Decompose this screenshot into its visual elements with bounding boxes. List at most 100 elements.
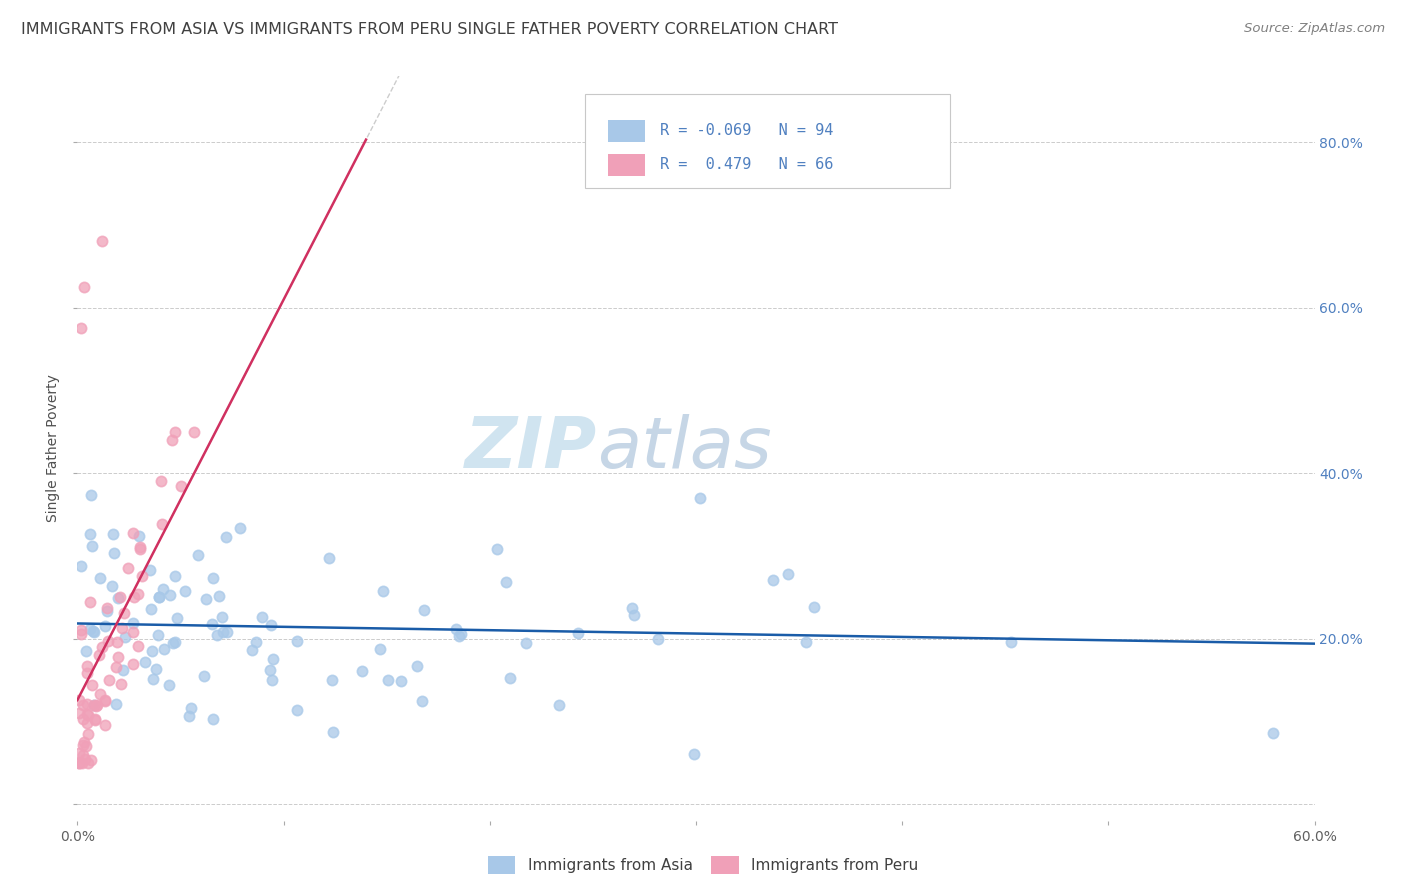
Point bbox=[86, 698, 108, 712]
Point bbox=[567, 626, 589, 640]
Point bbox=[377, 673, 399, 687]
Point bbox=[207, 628, 229, 642]
Point bbox=[240, 642, 263, 657]
Point bbox=[105, 697, 128, 711]
Point bbox=[165, 425, 187, 439]
Point bbox=[93, 693, 115, 707]
Point bbox=[76, 715, 98, 730]
Point bbox=[689, 491, 711, 505]
Point bbox=[322, 725, 344, 739]
Point bbox=[72, 756, 94, 770]
Point bbox=[495, 574, 517, 589]
Point bbox=[287, 703, 309, 717]
Point bbox=[105, 635, 128, 649]
Point bbox=[776, 567, 799, 582]
Point bbox=[215, 530, 238, 544]
Point bbox=[117, 561, 139, 575]
Point bbox=[87, 648, 110, 662]
Text: R = -0.069   N = 94: R = -0.069 N = 94 bbox=[659, 123, 834, 138]
Point bbox=[134, 655, 156, 669]
Point bbox=[89, 687, 111, 701]
Point bbox=[98, 673, 121, 688]
Point bbox=[179, 700, 201, 714]
Point bbox=[620, 601, 643, 615]
Point bbox=[202, 712, 225, 726]
Point bbox=[122, 525, 145, 540]
Point bbox=[623, 607, 645, 622]
Point bbox=[183, 425, 205, 439]
Point bbox=[207, 589, 229, 603]
Point bbox=[72, 698, 94, 713]
Point bbox=[83, 624, 105, 639]
Point bbox=[150, 474, 173, 488]
Point bbox=[76, 659, 98, 673]
Point bbox=[159, 588, 181, 602]
Text: IMMIGRANTS FROM ASIA VS IMMIGRANTS FROM PERU SINGLE FATHER POVERTY CORRELATION C: IMMIGRANTS FROM ASIA VS IMMIGRANTS FROM … bbox=[21, 22, 838, 37]
Point bbox=[96, 601, 118, 615]
Point bbox=[803, 599, 825, 614]
Point bbox=[193, 669, 215, 683]
Point bbox=[79, 594, 101, 608]
Point bbox=[91, 640, 114, 654]
Point bbox=[450, 627, 472, 641]
Point bbox=[139, 602, 162, 616]
Point bbox=[94, 619, 117, 633]
Point bbox=[148, 591, 170, 605]
Point bbox=[83, 698, 105, 713]
Point bbox=[1263, 726, 1285, 740]
Point bbox=[406, 658, 429, 673]
Point bbox=[122, 590, 145, 604]
Point bbox=[84, 712, 107, 726]
Point bbox=[166, 611, 188, 625]
Point bbox=[107, 591, 129, 606]
Point bbox=[250, 610, 273, 624]
Point bbox=[515, 636, 537, 650]
Point bbox=[169, 479, 191, 493]
Point bbox=[77, 708, 100, 723]
Point bbox=[111, 621, 134, 635]
Point bbox=[110, 677, 132, 691]
Point bbox=[72, 748, 94, 763]
Point bbox=[107, 650, 129, 665]
Point bbox=[103, 546, 125, 560]
Point bbox=[174, 584, 197, 599]
Point bbox=[373, 583, 395, 598]
Point bbox=[449, 629, 471, 643]
Point bbox=[79, 622, 101, 636]
Point bbox=[444, 623, 467, 637]
Point bbox=[413, 603, 436, 617]
Point bbox=[112, 663, 135, 677]
Point bbox=[70, 558, 93, 573]
Y-axis label: Single Father Poverty: Single Father Poverty bbox=[46, 375, 60, 522]
Point bbox=[179, 709, 201, 723]
Point bbox=[352, 665, 374, 679]
Point bbox=[498, 671, 520, 685]
Point bbox=[141, 673, 163, 687]
Point bbox=[101, 527, 124, 541]
Point bbox=[145, 662, 167, 676]
Point bbox=[146, 628, 169, 642]
Point bbox=[215, 625, 238, 640]
Point bbox=[79, 527, 101, 541]
Point bbox=[75, 739, 97, 754]
Point bbox=[80, 539, 103, 553]
Point bbox=[70, 321, 93, 335]
Point bbox=[368, 641, 391, 656]
Point bbox=[73, 735, 96, 749]
Point bbox=[122, 624, 145, 639]
Point bbox=[112, 606, 135, 620]
Point bbox=[141, 644, 163, 658]
Point bbox=[104, 659, 127, 673]
Point bbox=[72, 280, 94, 294]
Point bbox=[67, 756, 90, 770]
Point bbox=[485, 541, 508, 556]
Point bbox=[100, 579, 122, 593]
Point bbox=[67, 746, 90, 760]
Point bbox=[160, 433, 183, 447]
Point bbox=[127, 587, 149, 601]
Point bbox=[67, 693, 90, 707]
Point bbox=[794, 635, 817, 649]
Point bbox=[96, 604, 118, 618]
Point bbox=[152, 582, 174, 597]
Point bbox=[75, 643, 97, 657]
